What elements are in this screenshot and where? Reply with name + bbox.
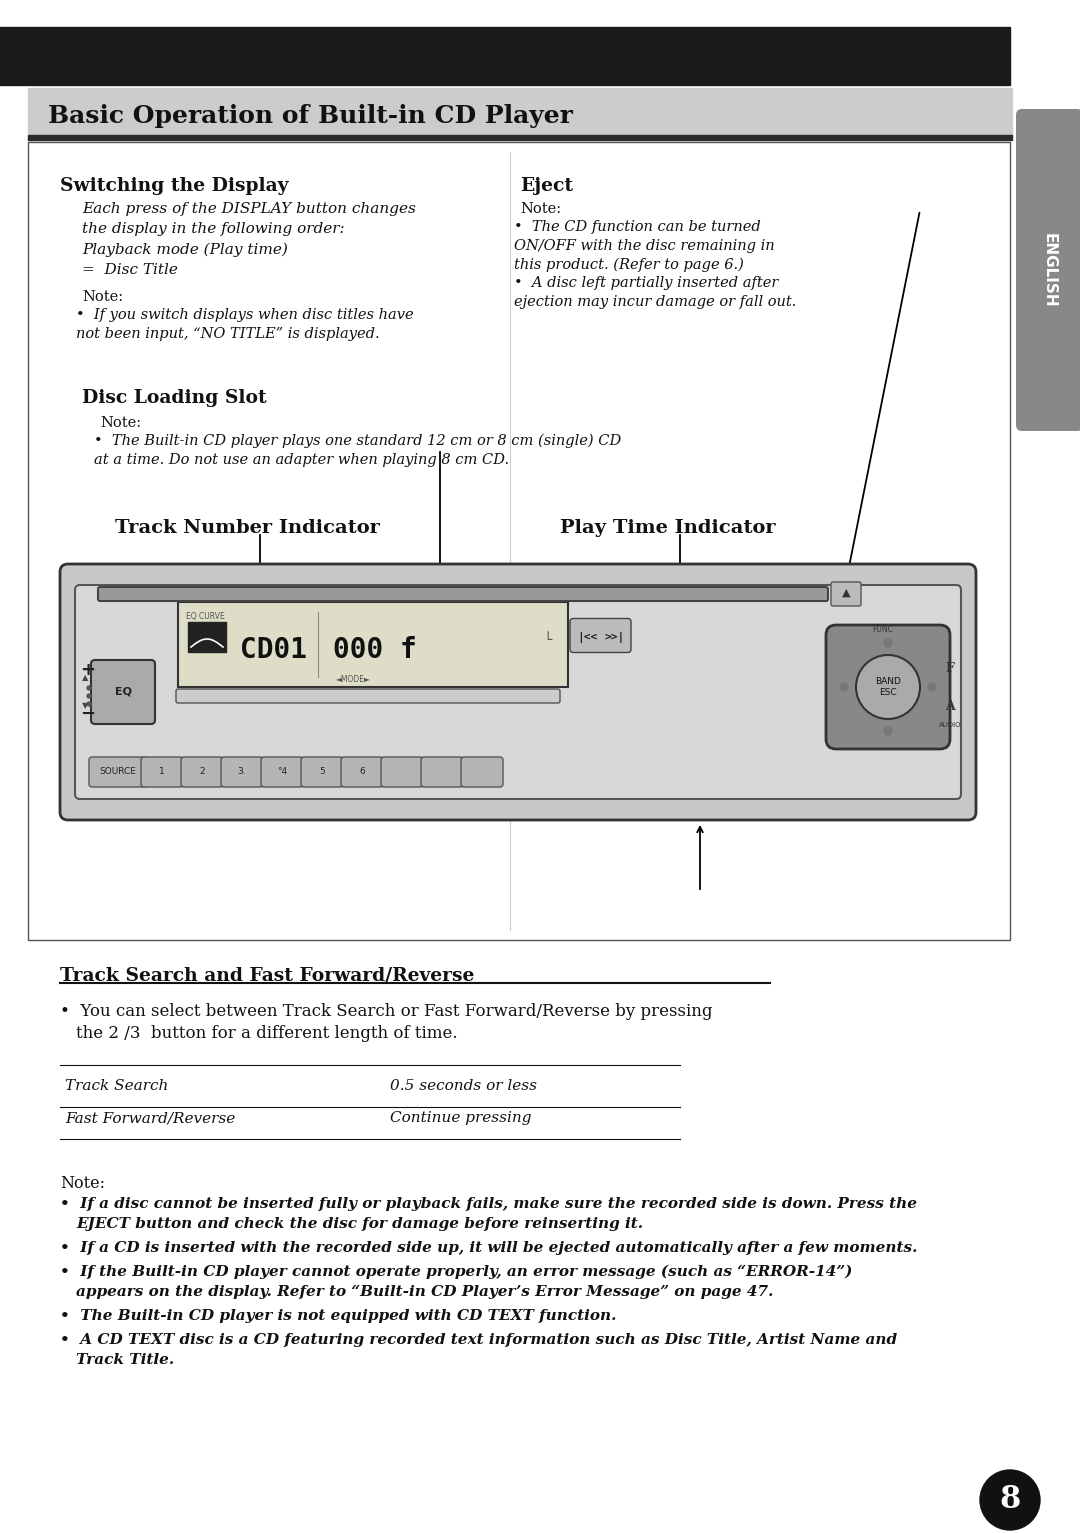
Text: |<<: |<< [577, 632, 597, 642]
FancyBboxPatch shape [91, 661, 156, 724]
FancyBboxPatch shape [421, 757, 463, 786]
Text: •  The Built-in CD player is not equipped with CD TEXT function.: • The Built-in CD player is not equipped… [60, 1309, 617, 1323]
Text: ▲: ▲ [82, 673, 89, 682]
Text: 8: 8 [999, 1484, 1021, 1516]
Text: 2: 2 [199, 768, 205, 777]
FancyBboxPatch shape [1016, 109, 1080, 431]
Text: Eject: Eject [519, 176, 573, 195]
Text: F: F [946, 662, 955, 676]
Text: •  A disc left partially inserted after
ejection may incur damage or fall out.: • A disc left partially inserted after e… [514, 276, 796, 310]
Text: the 2 /3  button for a different length of time.: the 2 /3 button for a different length o… [76, 1026, 458, 1042]
Bar [0, 28, 1010, 84]
Circle shape [87, 694, 91, 698]
Text: ENGLISH: ENGLISH [1042, 233, 1057, 307]
Text: •  The Built-in CD player plays one standard 12 cm or 8 cm (single) CD
at a time: • The Built-in CD player plays one stand… [94, 434, 621, 468]
FancyBboxPatch shape [826, 625, 950, 750]
Circle shape [885, 639, 892, 647]
Text: Play Time Indicator: Play Time Indicator [561, 520, 775, 537]
FancyBboxPatch shape [75, 586, 961, 799]
Text: Track Title.: Track Title. [76, 1354, 174, 1367]
Circle shape [840, 684, 848, 691]
Text: ▼: ▼ [82, 702, 89, 710]
Text: •  A CD TEXT disc is a CD featuring recorded text information such as Disc Title: • A CD TEXT disc is a CD featuring recor… [60, 1334, 897, 1348]
Text: °4: °4 [276, 768, 287, 777]
Text: >>|: >>| [605, 632, 625, 642]
Text: CD01: CD01 [240, 636, 307, 664]
FancyBboxPatch shape [570, 618, 631, 653]
FancyBboxPatch shape [221, 757, 264, 786]
Text: Fast Forward/Reverse: Fast Forward/Reverse [65, 1111, 235, 1125]
Text: AUDIO: AUDIO [939, 722, 961, 728]
Text: •  If a CD is inserted with the recorded side up, it will be ejected automatical: • If a CD is inserted with the recorded … [60, 1242, 917, 1256]
Circle shape [87, 702, 91, 707]
Text: 0.5 seconds or less: 0.5 seconds or less [390, 1079, 537, 1093]
Text: Note:: Note: [519, 202, 562, 216]
Text: ▲: ▲ [841, 589, 850, 598]
Bar [28, 143, 1010, 940]
FancyBboxPatch shape [341, 757, 383, 786]
Text: Note:: Note: [82, 290, 123, 304]
Bar [28, 87, 1012, 140]
FancyBboxPatch shape [261, 757, 303, 786]
Text: EJECT button and check the disc for damage before reinserting it.: EJECT button and check the disc for dama… [76, 1217, 643, 1231]
Text: EQ: EQ [114, 687, 132, 698]
Text: Note:: Note: [60, 1174, 105, 1193]
Text: appears on the display. Refer to “Built-in CD Player’s Error Message” on page 47: appears on the display. Refer to “Built-… [76, 1285, 773, 1300]
Text: Disc Loading Slot: Disc Loading Slot [82, 389, 267, 406]
Text: −: − [80, 705, 95, 724]
FancyBboxPatch shape [89, 757, 147, 786]
Text: •  The CD function can be turned
ON/OFF with the disc remaining in
this product.: • The CD function can be turned ON/OFF w… [514, 221, 774, 273]
Text: ◄MODE►: ◄MODE► [336, 675, 370, 684]
Text: 6: 6 [360, 768, 365, 777]
Bar [188, 622, 226, 652]
Bar [178, 602, 568, 687]
Text: Track Search: Track Search [65, 1079, 168, 1093]
FancyBboxPatch shape [141, 757, 183, 786]
Circle shape [87, 685, 91, 690]
FancyBboxPatch shape [831, 583, 861, 606]
Text: Basic Operation of Built-in CD Player: Basic Operation of Built-in CD Player [48, 104, 572, 127]
FancyBboxPatch shape [461, 757, 503, 786]
Circle shape [856, 655, 920, 719]
Text: Switching the Display: Switching the Display [60, 176, 288, 195]
Text: SOURCE: SOURCE [99, 768, 136, 777]
FancyBboxPatch shape [181, 757, 222, 786]
FancyBboxPatch shape [176, 688, 561, 704]
FancyBboxPatch shape [98, 587, 828, 601]
Text: •  If a disc cannot be inserted fully or playback fails, make sure the recorded : • If a disc cannot be inserted fully or … [60, 1197, 917, 1211]
Text: Each press of the DISPLAY button changes
the display in the following order:
Pla: Each press of the DISPLAY button changes… [82, 202, 416, 277]
Circle shape [928, 684, 936, 691]
Circle shape [885, 727, 892, 734]
FancyBboxPatch shape [301, 757, 343, 786]
Text: BAND
ESC: BAND ESC [875, 678, 901, 696]
Text: 000 f: 000 f [333, 636, 417, 664]
Text: └: └ [544, 633, 552, 647]
Text: Track Search and Fast Forward/Reverse: Track Search and Fast Forward/Reverse [60, 966, 474, 984]
Text: EQ CURVE: EQ CURVE [186, 612, 225, 621]
Text: FUNC: FUNC [873, 624, 893, 633]
FancyBboxPatch shape [60, 564, 976, 820]
Text: 5: 5 [319, 768, 325, 777]
Text: 1: 1 [159, 768, 165, 777]
Text: •  If you switch displays when disc titles have
not been input, “NO TITLE” is di: • If you switch displays when disc title… [76, 308, 414, 340]
FancyBboxPatch shape [381, 757, 423, 786]
Bar [28, 135, 1012, 140]
Text: Track Number Indicator: Track Number Indicator [114, 520, 380, 537]
Circle shape [980, 1470, 1040, 1530]
Text: •  If the Built-in CD player cannot operate properly, an error message (such as : • If the Built-in CD player cannot opera… [60, 1265, 852, 1280]
Text: A: A [945, 701, 955, 713]
Text: •  You can select between Track Search or Fast Forward/Reverse by pressing: • You can select between Track Search or… [60, 1003, 713, 1019]
Text: 3.: 3. [238, 768, 246, 777]
Text: Continue pressing: Continue pressing [390, 1111, 531, 1125]
Text: Note:: Note: [100, 415, 141, 429]
Text: +: + [81, 661, 95, 679]
